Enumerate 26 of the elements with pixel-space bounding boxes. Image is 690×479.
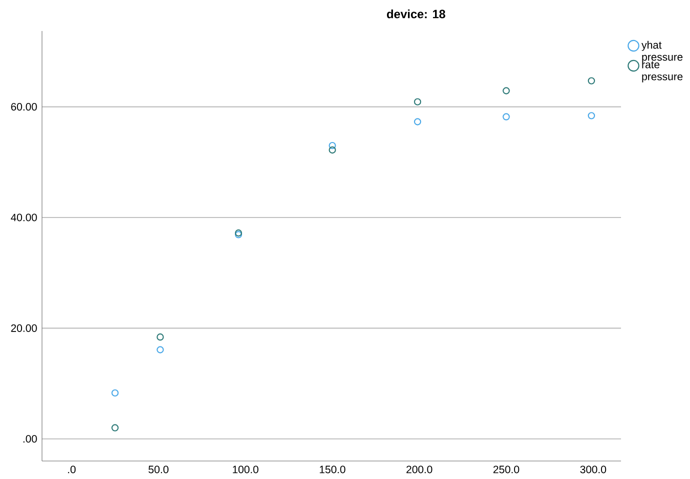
x-tick-label: 300.0 — [580, 466, 606, 474]
x-tick-label: .0 — [68, 466, 76, 474]
y-tick-label: .00 — [23, 435, 37, 443]
legend-label: yhat pressure — [642, 40, 683, 63]
point — [588, 112, 596, 120]
x-tick-label: 250.0 — [493, 466, 520, 474]
point — [156, 346, 164, 354]
legend-label: rate pressure — [642, 61, 683, 82]
chart-title: device: 18 — [386, 9, 446, 18]
point — [502, 87, 510, 94]
point — [502, 113, 510, 120]
x-tick-label: 200.0 — [406, 466, 432, 474]
x-tick-label: 150.0 — [320, 466, 346, 474]
x-tick-label: 100.0 — [232, 466, 258, 474]
point — [328, 146, 336, 154]
point — [156, 333, 164, 341]
y-tick-label: 60.00 — [11, 103, 37, 111]
point — [111, 389, 119, 397]
point — [414, 98, 422, 106]
x-tick-label: 50.0 — [148, 466, 168, 474]
point — [414, 118, 422, 126]
y-tick-label: 40.00 — [10, 214, 37, 222]
y-tick-label: 20.00 — [11, 324, 37, 332]
point — [588, 77, 596, 84]
point — [328, 142, 336, 150]
point — [111, 424, 119, 432]
